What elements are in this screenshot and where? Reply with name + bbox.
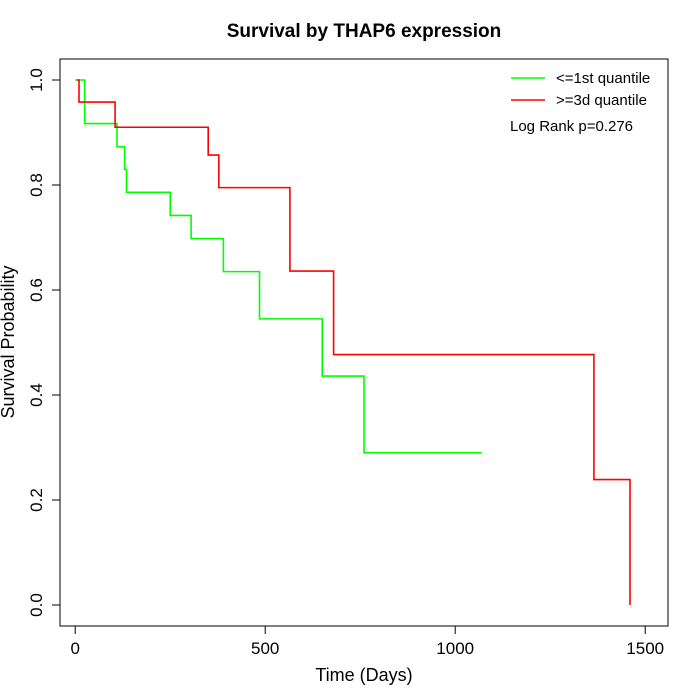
x-axis: 0 500 1000 1500 [70, 625, 664, 658]
y-tick-label: 0.0 [27, 593, 46, 617]
y-tick-label: 0.4 [27, 383, 46, 407]
legend: <=1st quantile >=3d quantile [511, 70, 650, 109]
x-axis-label: Time (Days) [315, 665, 412, 685]
y-tick-label: 1.0 [27, 68, 46, 92]
x-tick-label: 0 [70, 639, 79, 658]
log-rank-annotation: Log Rank p=0.276 [510, 118, 633, 135]
series-line-0 [75, 79, 482, 454]
series-layer [75, 79, 631, 605]
legend-label-low: <=1st quantile [556, 70, 650, 87]
y-tick-label: 0.2 [27, 488, 46, 512]
x-tick-label: 1500 [626, 639, 664, 658]
y-tick-label: 0.8 [27, 173, 46, 197]
y-axis: 0.0 0.2 0.4 0.6 0.8 1.0 [27, 68, 61, 617]
x-tick-label: 1000 [436, 639, 474, 658]
y-tick-label: 0.6 [27, 278, 46, 302]
y-axis-label: Survival Probability [0, 265, 18, 418]
chart-title: Survival by THAP6 expression [227, 21, 502, 42]
plot-frame [59, 58, 669, 627]
series-line-1 [77, 79, 631, 605]
legend-label-high: >=3d quantile [556, 92, 647, 109]
x-tick-label: 500 [251, 639, 279, 658]
